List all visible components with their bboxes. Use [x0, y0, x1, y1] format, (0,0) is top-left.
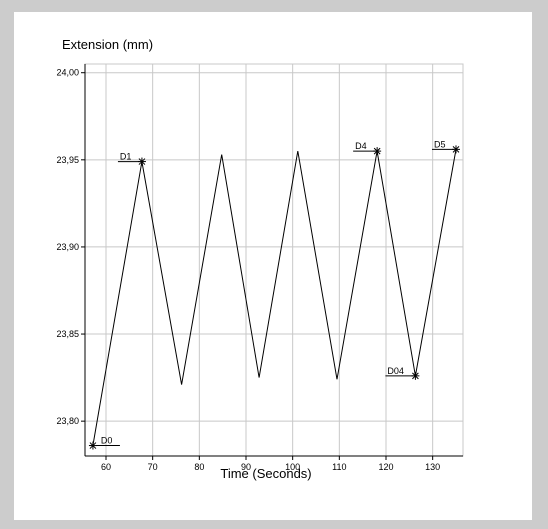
annotation-label: D5	[434, 139, 446, 149]
x-tick-label: 100	[285, 462, 300, 472]
y-tick-label: 23,85	[56, 329, 79, 339]
y-tick-label: 23,95	[56, 155, 79, 165]
y-tick-label: 24,00	[56, 68, 79, 78]
annotation-d4: D4	[353, 141, 382, 156]
plot-border	[84, 63, 464, 457]
asterisk-marker	[89, 442, 97, 449]
annotation-d0: D0	[88, 436, 120, 450]
asterisk-marker	[138, 158, 146, 165]
annotation-d04: D04	[385, 366, 420, 380]
asterisk-marker	[373, 147, 381, 155]
asterisk-marker	[452, 146, 460, 153]
asterisk-marker	[412, 372, 419, 380]
annotation-label: D4	[355, 141, 367, 151]
annotation-label: D0	[101, 436, 113, 446]
x-tick-label: 110	[332, 462, 346, 472]
y-tick-label: 23,90	[56, 242, 79, 252]
annotation-d5: D5	[432, 139, 460, 154]
x-tick-label: 70	[148, 462, 158, 472]
y-tick-label: 23,80	[56, 416, 79, 426]
grid-lines	[84, 63, 464, 457]
x-tick-label: 60	[101, 462, 111, 472]
annotation-label: D04	[387, 366, 404, 376]
x-tick-label: 80	[194, 462, 204, 472]
x-axis-label: Time (Seconds)	[220, 466, 311, 481]
annotation-label: D1	[120, 152, 132, 162]
annotations: D0 D1 D4 D04 D5	[88, 139, 460, 450]
series-line	[92, 149, 457, 446]
extension-time-chart: Extension (mm) 60 70 80 90 100 110 120 130 23,80…	[56, 37, 464, 481]
data-series	[92, 149, 457, 446]
chart-title: Extension (mm)	[62, 37, 153, 52]
chart-panel: Extension (mm) 60 70 80 90 100 110 120 130 23,80…	[14, 12, 532, 520]
x-tick-label: 90	[241, 462, 251, 472]
axes: 60 70 80 90 100 110 120 130 23,80 23,85 23,90 23,95…	[56, 64, 463, 472]
x-tick-label: 130	[425, 462, 440, 472]
annotation-d1: D1	[117, 152, 146, 166]
x-tick-label: 120	[378, 462, 393, 472]
